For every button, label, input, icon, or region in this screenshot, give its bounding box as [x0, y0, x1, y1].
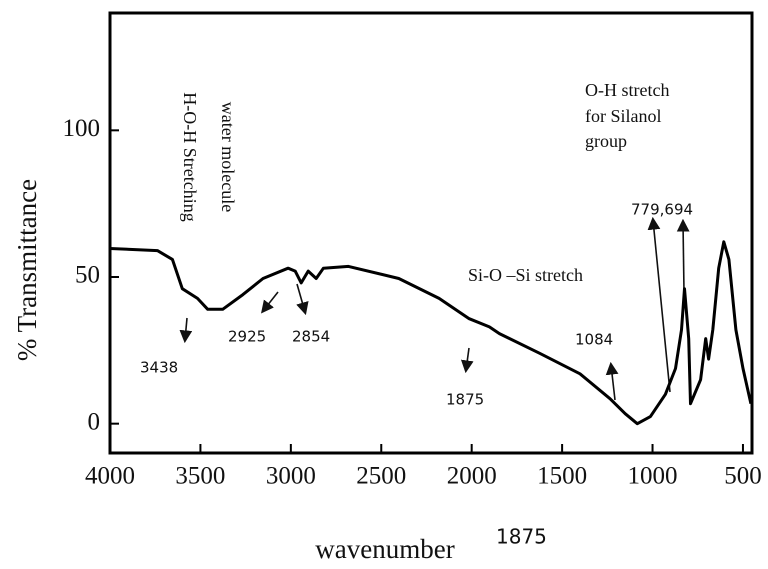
- x-tick-label: 4000: [85, 463, 135, 490]
- annotation: water molecule: [218, 102, 238, 212]
- y-tick-label: 100: [63, 115, 101, 142]
- arrow: [605, 361, 619, 401]
- y-tick-label: 50: [75, 262, 100, 289]
- annotation: 2854: [292, 328, 330, 346]
- annotation: 779,694: [631, 201, 693, 219]
- annotation: for Silanol: [585, 106, 662, 126]
- annotation: Si-O –Si stretch: [468, 265, 583, 285]
- annotation: 1875: [446, 391, 484, 409]
- x-tick-label: 2000: [447, 463, 497, 490]
- x-tick-label: 1500: [537, 463, 587, 490]
- arrow: [460, 347, 474, 374]
- plot-frame: [108, 11, 754, 455]
- x-tick-label: 500: [724, 463, 762, 490]
- annotation: O-H stretch: [585, 80, 669, 100]
- arrows: [179, 216, 690, 401]
- annotation: 1875: [496, 525, 547, 549]
- annotation: group: [585, 131, 627, 151]
- spectrum-line: [109, 240, 753, 426]
- arrow: [647, 216, 671, 393]
- annotation: 1084: [575, 331, 613, 349]
- x-axis-label: wavenumber: [315, 534, 454, 564]
- y-tick-label: 0: [88, 408, 101, 435]
- x-tick-label: 3000: [266, 463, 316, 490]
- x-tick-label: 1000: [628, 463, 678, 490]
- arrow: [676, 218, 690, 293]
- annotation: H-O-H Stretching: [180, 92, 200, 221]
- y-axis-label: % Transmittance: [12, 179, 42, 361]
- arrow: [261, 291, 279, 314]
- x-tick-label: 3500: [175, 463, 225, 490]
- annotation: 2925: [228, 328, 266, 346]
- annotation: 3438: [140, 359, 178, 377]
- x-tick-label: 2500: [356, 463, 406, 490]
- arrow: [179, 317, 193, 344]
- arrow: [296, 283, 309, 316]
